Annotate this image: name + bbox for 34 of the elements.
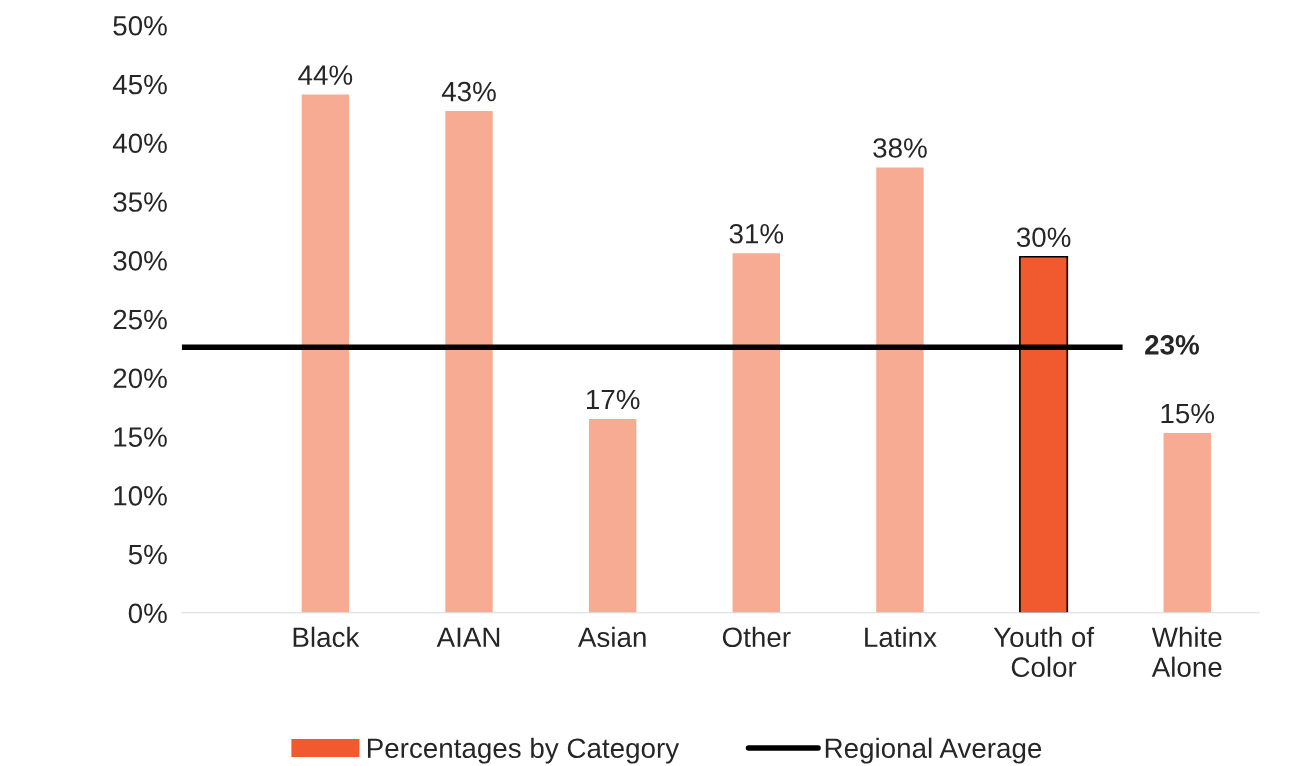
bar: [732, 253, 780, 613]
y-tick-label: 15%: [114, 427, 167, 447]
x-tick-label: AIAN: [436, 627, 500, 647]
y-tick-label: 5%: [128, 544, 167, 565]
legend-label: Percentages by Category: [367, 737, 680, 764]
y-tick-label: 20%: [113, 368, 167, 389]
x-tick-label: Other: [722, 626, 791, 648]
data-label: 38%: [873, 138, 927, 158]
data-label: 15%: [1161, 403, 1215, 424]
bar: [1163, 433, 1211, 613]
y-tick-label: 35%: [113, 192, 167, 212]
y-tick-label: 30%: [113, 250, 167, 271]
data-label: 43%: [441, 81, 496, 102]
data-label: 17%: [586, 389, 640, 410]
legend-label: Regional Average: [825, 737, 1042, 764]
x-tick-label: White Alone: [1151, 626, 1222, 678]
x-tick-label: Asian: [577, 626, 646, 648]
y-tick-label: 10%: [114, 485, 167, 506]
data-label: 44%: [298, 65, 353, 85]
y-tick-label: 50%: [113, 15, 167, 36]
data-label: 30%: [1016, 227, 1071, 248]
y-tick-label: 40%: [112, 133, 167, 154]
bar: [588, 418, 637, 613]
y-tick-label: 25%: [113, 309, 167, 330]
annotation: 23%: [1145, 335, 1200, 355]
x-tick-label: Youth of Color: [993, 626, 1095, 678]
y-tick-label: 45%: [112, 74, 167, 95]
x-tick-label: Black: [293, 626, 360, 648]
bar: [445, 111, 493, 613]
data-label: 31%: [729, 223, 784, 244]
bar: [301, 94, 350, 613]
bar: [876, 167, 924, 613]
y-tick-label: 0%: [128, 603, 167, 624]
x-tick-label: Latinx: [865, 626, 937, 648]
